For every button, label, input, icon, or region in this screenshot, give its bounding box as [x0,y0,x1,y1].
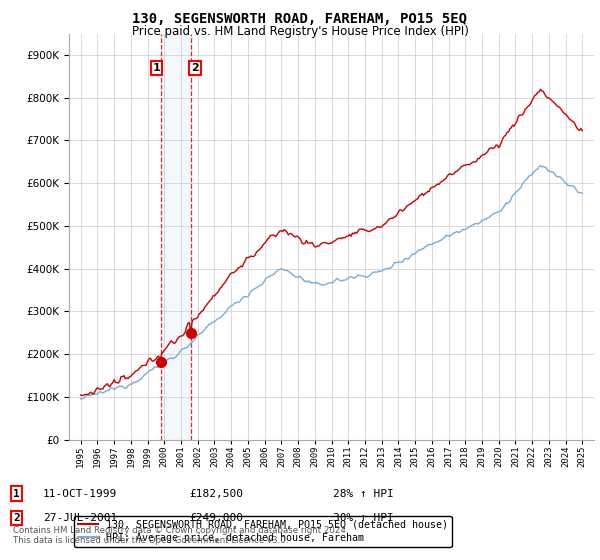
Text: £249,000: £249,000 [189,513,243,523]
Text: 1: 1 [153,63,160,73]
Text: 2: 2 [191,63,199,73]
Text: Price paid vs. HM Land Registry's House Price Index (HPI): Price paid vs. HM Land Registry's House … [131,25,469,38]
Text: 130, SEGENSWORTH ROAD, FAREHAM, PO15 5EQ: 130, SEGENSWORTH ROAD, FAREHAM, PO15 5EQ [133,12,467,26]
Bar [161,34,191,440]
Text: 11-OCT-1999: 11-OCT-1999 [43,489,118,499]
Text: £182,500: £182,500 [189,489,243,499]
Text: 27-JUL-2001: 27-JUL-2001 [43,513,118,523]
Text: 1: 1 [13,489,20,499]
Legend: 130, SEGENSWORTH ROAD, FAREHAM, PO15 5EQ (detached house), HPI: Average price, d: 130, SEGENSWORTH ROAD, FAREHAM, PO15 5EQ… [74,516,452,547]
Text: 28% ↑ HPI: 28% ↑ HPI [333,489,394,499]
Text: 30% ↑ HPI: 30% ↑ HPI [333,513,394,523]
Text: 2: 2 [13,513,20,523]
Text: Contains HM Land Registry data © Crown copyright and database right 2024.
This d: Contains HM Land Registry data © Crown c… [13,526,349,545]
